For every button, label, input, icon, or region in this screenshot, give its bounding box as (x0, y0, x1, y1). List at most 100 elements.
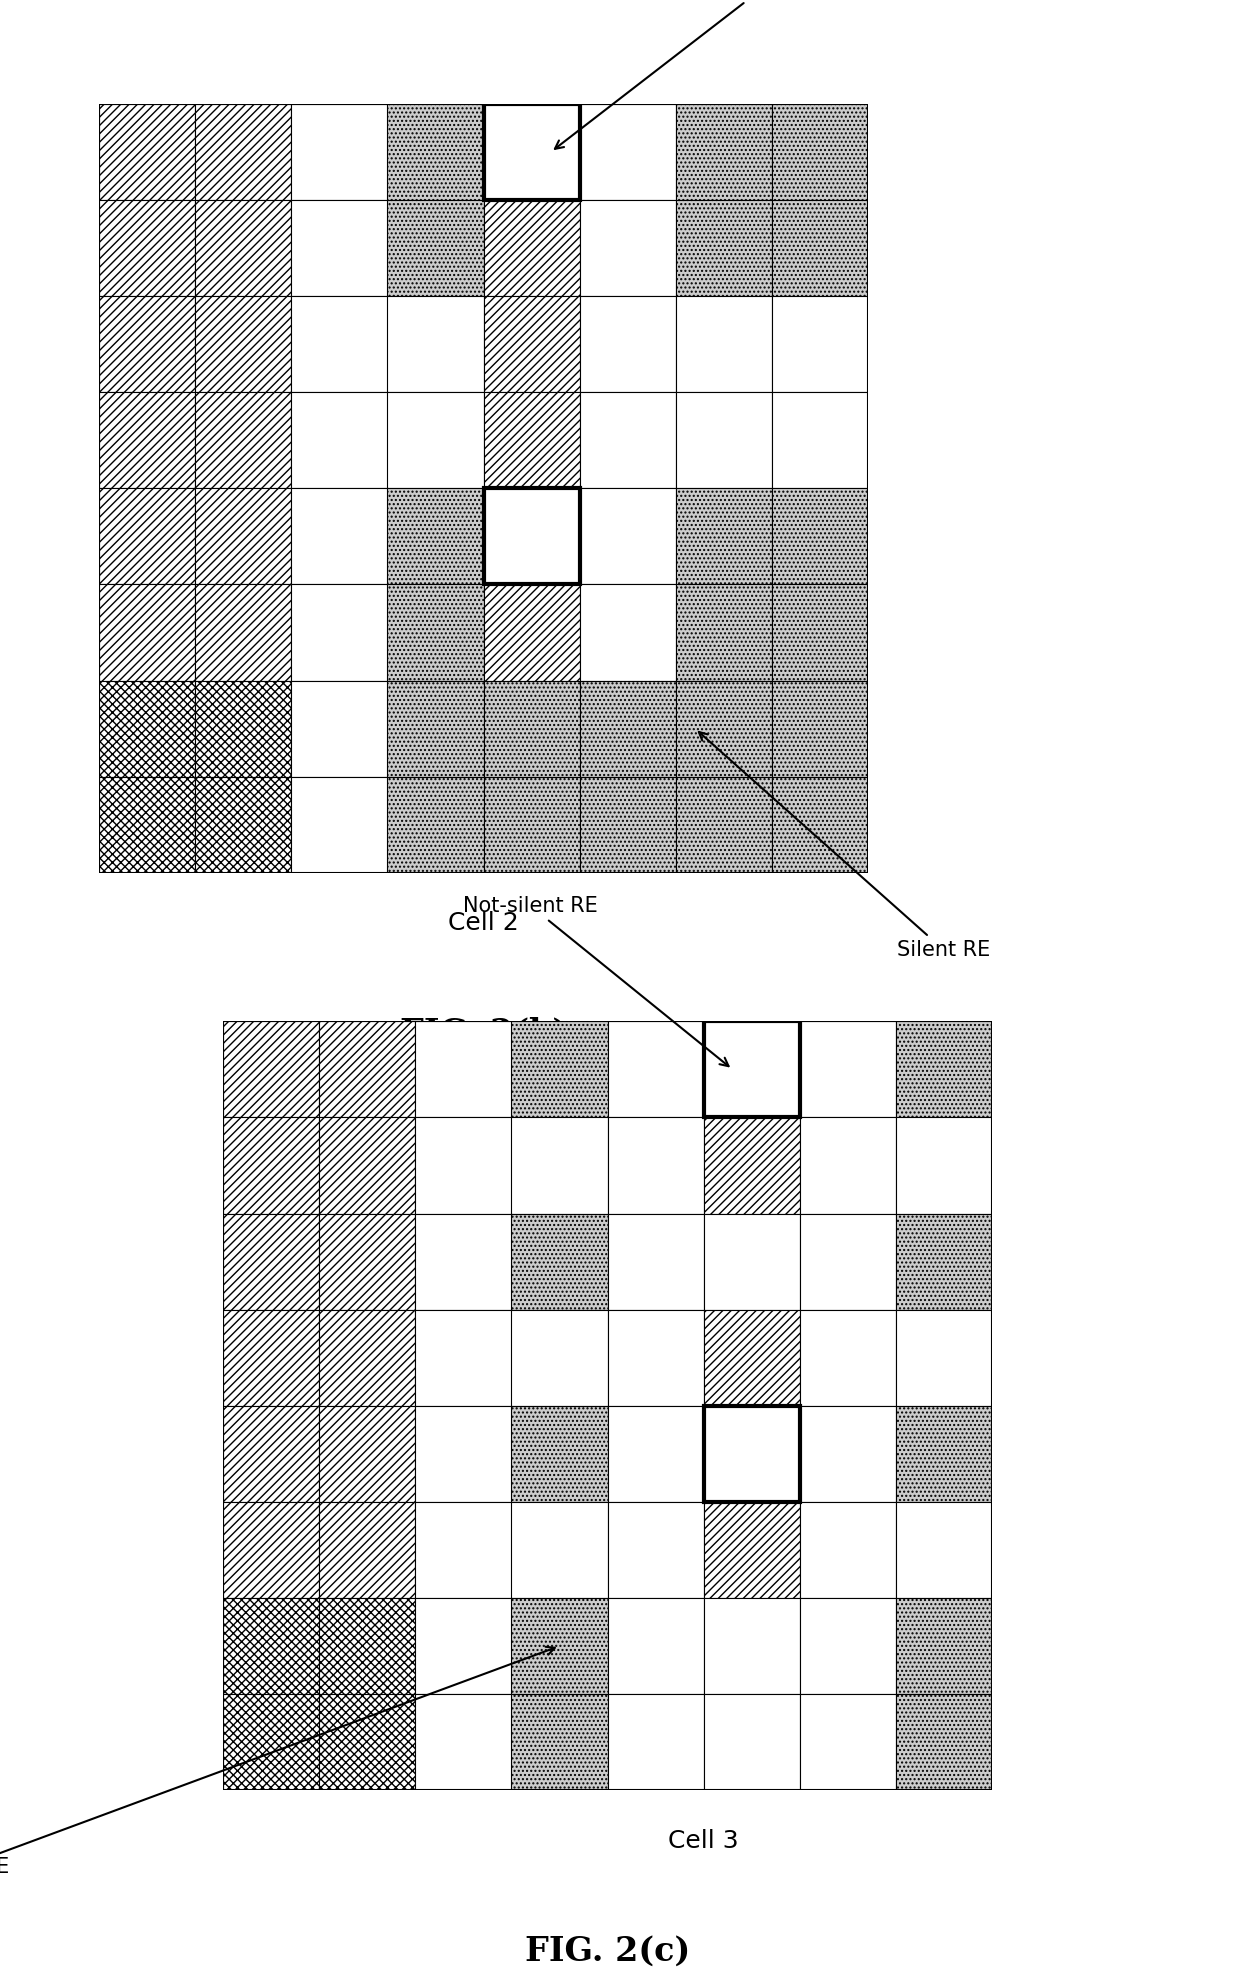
Bar (704, 1213, 800, 1310)
Bar (223, 1022, 319, 1117)
Bar (223, 1405, 319, 1501)
Bar (676, 393, 771, 487)
Bar (291, 777, 387, 872)
Bar (580, 681, 676, 777)
Bar (608, 1598, 703, 1695)
Text: Silent RE: Silent RE (0, 1647, 554, 1876)
Bar (676, 584, 771, 681)
Bar (511, 1117, 608, 1213)
Bar (387, 105, 484, 199)
Bar (223, 1117, 319, 1213)
Text: Cell 2: Cell 2 (448, 912, 520, 935)
Bar (580, 296, 676, 393)
Bar (484, 681, 579, 777)
Bar (608, 1022, 703, 1117)
Text: Cell 3: Cell 3 (668, 1829, 739, 1853)
Bar (99, 296, 196, 393)
Bar (387, 777, 484, 872)
Bar (800, 1598, 895, 1695)
Bar (291, 681, 387, 777)
Bar (484, 105, 579, 199)
Bar (895, 1310, 992, 1405)
Bar (511, 1310, 608, 1405)
Bar (196, 777, 291, 872)
Bar (771, 296, 868, 393)
Bar (196, 296, 291, 393)
Bar (704, 1022, 800, 1117)
Bar (511, 1213, 608, 1310)
Bar (319, 1022, 415, 1117)
Bar (415, 1598, 511, 1695)
Bar (580, 105, 676, 199)
Bar (415, 1695, 511, 1790)
Bar (511, 1405, 608, 1501)
Bar (511, 1695, 608, 1790)
Bar (319, 1213, 415, 1310)
Bar (771, 584, 868, 681)
Text: Silent RE: Silent RE (699, 732, 990, 959)
Bar (291, 489, 387, 584)
Bar (291, 105, 387, 199)
Bar (704, 1310, 800, 1405)
Bar (676, 681, 771, 777)
Bar (319, 1598, 415, 1695)
Bar (676, 105, 771, 199)
Bar (291, 584, 387, 681)
Bar (319, 1117, 415, 1213)
Bar (99, 199, 196, 296)
Bar (99, 105, 196, 199)
Bar (771, 489, 868, 584)
Bar (771, 199, 868, 296)
Bar (319, 1695, 415, 1790)
Bar (484, 393, 579, 487)
Bar (484, 489, 579, 584)
Bar (291, 199, 387, 296)
Bar (676, 199, 771, 296)
Bar (676, 489, 771, 584)
Bar (704, 1405, 800, 1501)
Bar (771, 777, 868, 872)
Bar (580, 489, 676, 584)
Bar (223, 1695, 319, 1790)
Bar (484, 584, 579, 681)
Bar (676, 777, 771, 872)
Text: FIG. 2(c): FIG. 2(c) (525, 1934, 691, 1967)
Bar (800, 1213, 895, 1310)
Bar (895, 1501, 992, 1598)
Bar (223, 1501, 319, 1598)
Bar (291, 393, 387, 487)
Bar (387, 489, 484, 584)
Bar (415, 1213, 511, 1310)
Bar (771, 393, 868, 487)
Bar (704, 1598, 800, 1695)
Bar (800, 1405, 895, 1501)
Bar (196, 584, 291, 681)
Bar (484, 199, 579, 296)
Bar (895, 1213, 992, 1310)
Bar (99, 393, 196, 487)
Bar (511, 1022, 608, 1117)
Bar (387, 199, 484, 296)
Bar (484, 105, 579, 199)
Bar (223, 1598, 319, 1695)
Bar (704, 1501, 800, 1598)
Bar (608, 1213, 703, 1310)
Bar (99, 584, 196, 681)
Bar (704, 1117, 800, 1213)
Bar (387, 584, 484, 681)
Text: Not-silent RE: Not-silent RE (464, 896, 729, 1065)
Bar (608, 1695, 703, 1790)
Bar (99, 489, 196, 584)
Bar (196, 393, 291, 487)
Bar (196, 105, 291, 199)
Bar (800, 1310, 895, 1405)
Bar (800, 1117, 895, 1213)
Bar (484, 489, 579, 584)
Bar (196, 199, 291, 296)
Bar (800, 1695, 895, 1790)
Bar (415, 1022, 511, 1117)
Bar (223, 1310, 319, 1405)
Bar (771, 105, 868, 199)
Bar (415, 1117, 511, 1213)
Bar (319, 1405, 415, 1501)
